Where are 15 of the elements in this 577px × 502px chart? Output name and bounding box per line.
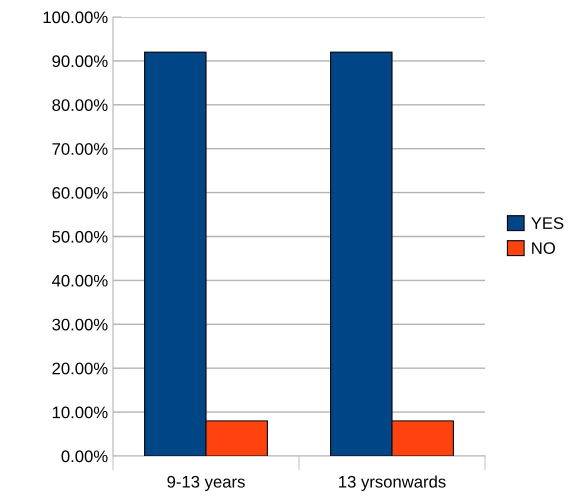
legend-label: NO: [532, 242, 555, 254]
y-tick-label: 40.00%: [52, 274, 108, 287]
legend-label: YES: [531, 217, 564, 230]
y-tick-label: 20.00%: [52, 362, 108, 374]
y-tick-label: 10.00%: [52, 406, 108, 418]
y-tick-label: 0.00%: [62, 450, 108, 462]
y-tick-label: 80.00%: [52, 99, 108, 112]
y-tick-label: 90.00%: [52, 55, 108, 68]
x-tick-label: 9-13 years: [167, 476, 245, 491]
y-tick-label: 30.00%: [52, 318, 108, 331]
y-tick-label: 50.00%: [52, 230, 108, 243]
x-tick-label: 13 yrsonwards: [339, 475, 446, 491]
y-tick-label: 60.00%: [52, 187, 108, 199]
y-tick-label: 70.00%: [52, 143, 108, 155]
y-tick-label: 100.00%: [44, 11, 108, 24]
